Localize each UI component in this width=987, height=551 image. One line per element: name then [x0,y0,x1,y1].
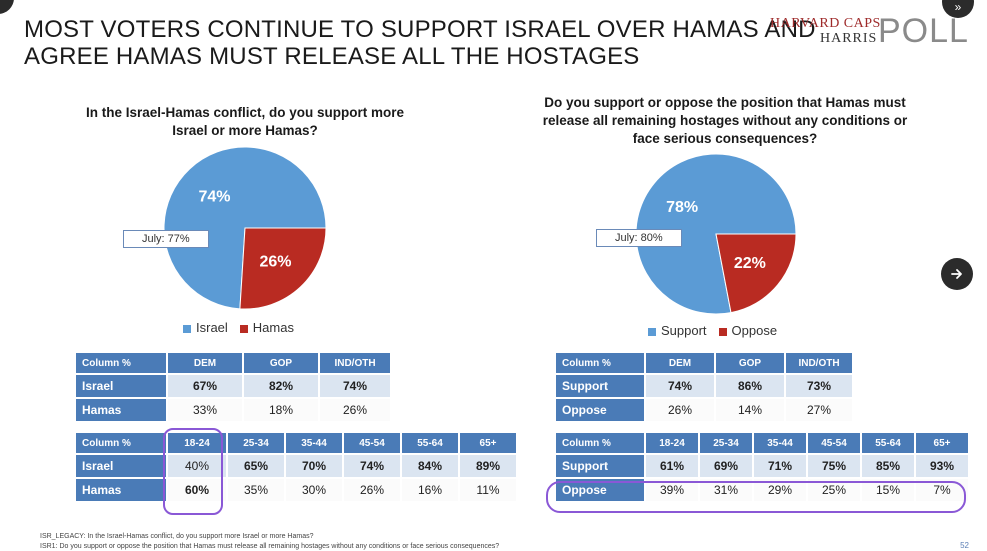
left-july-annotation: July: 77% [123,230,209,248]
chevrons-right-icon: » [954,0,962,14]
table-header-row: Column % DEM GOP IND/OTH [76,353,390,373]
left-age-table: Column % 18-24 25-34 35-44 45-54 55-64 6… [74,431,518,503]
legend-israel: Israel [183,320,228,335]
arrow-right-icon [951,269,962,279]
pie-label-israel: 74% [198,189,230,206]
legend-support: Support [648,323,707,338]
next-slide-button[interactable] [941,258,973,290]
left-party-table: Column % DEM GOP IND/OTH Israel 67% 82% … [74,351,392,423]
legend-hamas: Hamas [239,320,294,335]
left-pie-chart: 74% 26% [163,146,327,310]
table-header-row: Column % DEM GOP IND/OTH [556,353,852,373]
page-number: 52 [960,541,969,550]
footnote-line-2: ISR1: Do you support or oppose the posit… [40,543,500,550]
title-line-1: MOST VOTERS CONTINUE TO SUPPORT ISRAEL O… [24,16,816,43]
table-row: Israel 40% 65% 70% 74% 84% 89% [76,455,516,477]
top-next-slide-button[interactable]: » [942,0,974,18]
left-legend: Israel Hamas [183,320,294,335]
right-party-table: Column % DEM GOP IND/OTH Support 74% 86%… [554,351,854,423]
pie-label-support: 78% [666,199,698,216]
left-question: In the Israel-Hamas conflict, do you sup… [85,105,405,138]
table-header-row: Column % 18-24 25-34 35-44 45-54 55-64 6… [76,433,516,453]
highlight-oppose-row [546,481,966,513]
table-row: Support 61% 69% 71% 75% 85% 93% [556,455,968,477]
table-row: Hamas 33% 18% 26% [76,399,390,421]
pie-slice-hamas [239,227,327,310]
legend-oppose: Oppose [718,323,777,338]
title-line-2: AGREE HAMAS MUST RELEASE ALL THE HOSTAGE… [24,43,640,70]
table-row: Oppose 39% 31% 29% 25% 15% 7% [556,479,968,501]
table-row: Oppose 26% 14% 27% [556,399,852,421]
highlight-18-24-column [163,428,223,515]
pie-label-oppose: 22% [734,255,766,272]
right-pie-chart: 78% 22% [635,153,797,315]
table-row: Support 74% 86% 73% [556,375,852,397]
right-legend: Support Oppose [648,323,777,338]
right-july-annotation: July: 80% [596,229,682,247]
pie-label-hamas: 26% [259,253,291,270]
prev-slide-button[interactable] [0,0,14,14]
slide-title: MOST VOTERS CONTINUE TO SUPPORT ISRAEL O… [24,16,816,70]
table-header-row: Column % 18-24 25-34 35-44 45-54 55-64 6… [556,433,968,453]
right-question: Do you support or oppose the position th… [542,95,908,146]
table-row: Israel 67% 82% 74% [76,375,390,397]
right-age-table: Column % 18-24 25-34 35-44 45-54 55-64 6… [554,431,970,503]
harvard-caps-harris-poll-logo: HARVARD CAPS HARRIS POLL [770,12,969,50]
footnote-line-1: ISR_LEGACY: In the Israel-Hamas conflict… [40,533,314,540]
pie-slice-oppose [715,233,797,314]
table-row: Hamas 60% 35% 30% 26% 16% 11% [76,479,516,501]
